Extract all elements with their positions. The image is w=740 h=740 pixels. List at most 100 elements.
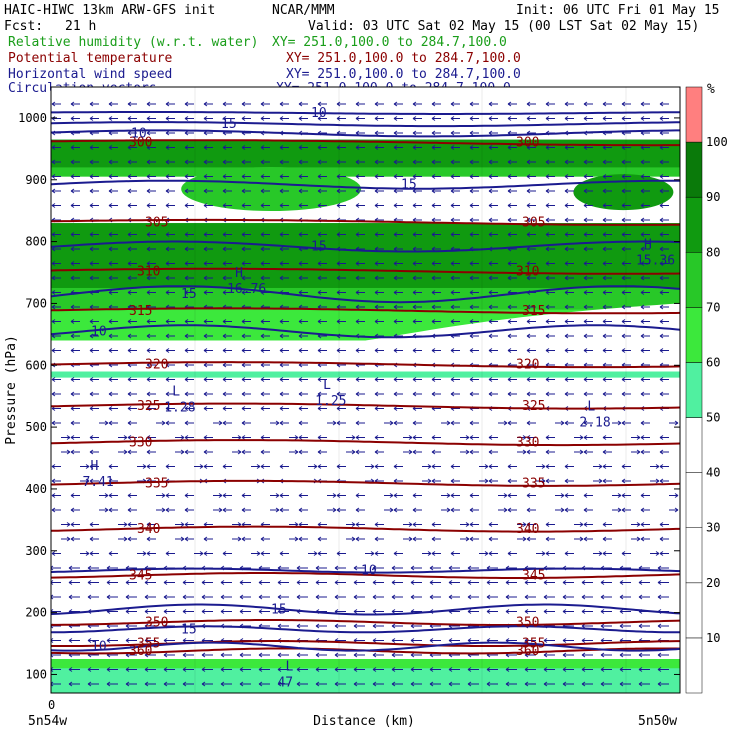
- vector-head: [165, 174, 170, 179]
- init-time: Init: 06 UTC Fri 01 May 15: [516, 3, 720, 18]
- vector-head: [279, 420, 284, 426]
- vector-head: [127, 522, 132, 527]
- vector-head: [51, 275, 56, 281]
- vector-head: [621, 116, 626, 121]
- vector-head: [296, 580, 301, 585]
- wind-contour: [51, 603, 680, 616]
- vector-head: [241, 145, 246, 150]
- vector-head: [256, 551, 261, 556]
- vector-head: [659, 232, 664, 237]
- vector-head: [203, 319, 208, 324]
- vector-head: [66, 536, 71, 542]
- vector-head: [51, 290, 56, 295]
- vector-head: [412, 420, 417, 426]
- vector-head: [450, 116, 455, 121]
- vector-head: [659, 551, 664, 556]
- vector-head: [564, 145, 569, 150]
- vector-head: [469, 145, 474, 150]
- vector-head: [222, 362, 227, 368]
- x-axis-label: Distance (km): [313, 714, 415, 729]
- vector-head: [142, 464, 147, 469]
- vector-head: [450, 130, 455, 136]
- vector-head: [351, 449, 356, 455]
- vector-head: [355, 391, 360, 397]
- vector-head: [351, 435, 356, 440]
- vector-head: [431, 203, 436, 208]
- vector-head: [619, 652, 624, 658]
- vector-head: [431, 304, 436, 310]
- vector-head: [51, 478, 56, 484]
- extremum-type: L: [285, 659, 293, 674]
- vector-head: [298, 188, 303, 194]
- vector-head: [545, 522, 550, 527]
- vector-head: [51, 304, 56, 310]
- vector-head: [260, 159, 265, 165]
- vector-head: [258, 609, 263, 614]
- vector-head: [279, 377, 284, 382]
- vector-head: [146, 464, 151, 469]
- vector-head: [277, 652, 282, 658]
- vector-head: [659, 246, 664, 252]
- vector-head: [374, 406, 379, 411]
- vector-head: [222, 101, 227, 107]
- vector-head: [507, 420, 512, 426]
- vector-head: [450, 101, 455, 107]
- vector-head: [334, 681, 339, 687]
- vector-head: [583, 116, 588, 121]
- vector-head: [372, 667, 377, 672]
- vector-head: [165, 290, 170, 295]
- vector-head: [374, 130, 379, 136]
- vector-head: [391, 623, 396, 629]
- vector-head: [201, 594, 206, 600]
- vector-head: [298, 261, 303, 266]
- vector-head: [355, 406, 360, 411]
- y-tick-label: 1000: [18, 111, 47, 125]
- org-label: NCAR/MMM: [272, 3, 335, 18]
- vector-head: [199, 551, 204, 556]
- vector-head: [256, 464, 261, 469]
- vector-head: [621, 507, 626, 513]
- colorbar-label: 30: [706, 521, 720, 535]
- vector-head: [241, 188, 246, 194]
- colorbar-label: 40: [706, 466, 720, 480]
- field-name-rh: Relative humidity (w.r.t. water): [8, 35, 258, 50]
- vector-head: [336, 261, 341, 266]
- vector-head: [51, 464, 56, 469]
- vector-head: [581, 580, 586, 585]
- vector-head: [524, 609, 529, 614]
- vector-head: [564, 246, 569, 252]
- wind-contour: [51, 641, 680, 652]
- vector-head: [108, 493, 113, 498]
- vector-head: [488, 449, 493, 455]
- extremum-value: 1.28: [164, 400, 195, 415]
- vector-head: [144, 580, 149, 585]
- vector-head: [108, 275, 113, 281]
- vector-head: [104, 493, 109, 498]
- vector-head: [222, 420, 227, 426]
- vector-head: [583, 420, 588, 426]
- vector-head: [336, 377, 341, 382]
- vector-head: [467, 609, 472, 614]
- theta-label: 325: [137, 399, 160, 414]
- vector-head: [146, 391, 151, 397]
- theta-label: 325: [522, 399, 545, 414]
- vector-head: [393, 493, 398, 498]
- vector-head: [526, 203, 531, 208]
- vector-head: [372, 638, 377, 643]
- vector-head: [431, 391, 436, 397]
- vector-head: [241, 203, 246, 208]
- vector-head: [564, 261, 569, 266]
- vector-head: [503, 420, 508, 426]
- vector-head: [372, 565, 377, 571]
- vector-head: [201, 667, 206, 672]
- vector-head: [450, 507, 455, 513]
- theta-label: 350: [145, 616, 168, 631]
- vector-head: [507, 232, 512, 237]
- vector-head: [659, 391, 664, 397]
- vector-head: [127, 159, 132, 165]
- vector-head: [526, 420, 531, 426]
- vector-head: [374, 348, 379, 353]
- wind-label: 10: [311, 106, 327, 121]
- vector-head: [640, 275, 645, 281]
- vector-head: [277, 594, 282, 600]
